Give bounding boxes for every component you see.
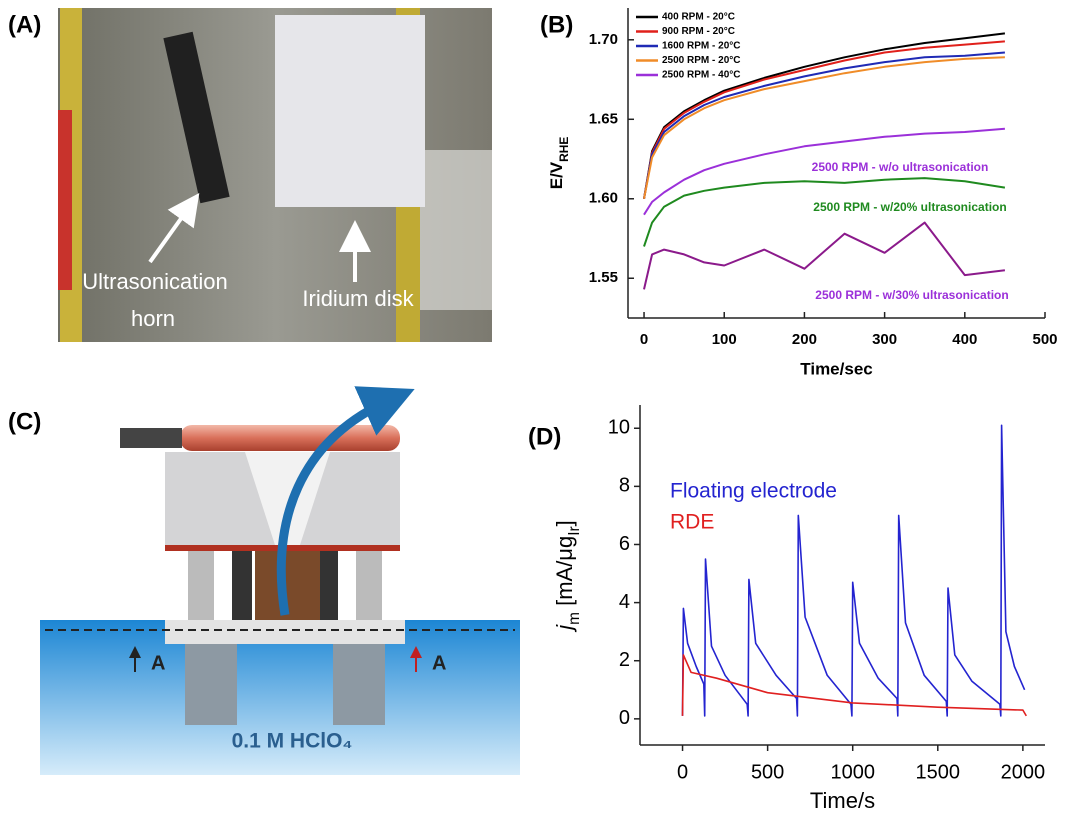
diagram-label: A [432, 652, 446, 674]
legend-label: 400 RPM - 20°C [662, 12, 735, 23]
x-tick-label: 200 [792, 331, 817, 348]
line-series [643, 177, 1006, 247]
y-tick-label: 0 [619, 707, 630, 729]
y-tick-label: 8 [619, 475, 630, 497]
x-tick-label: 1500 [916, 761, 961, 783]
line-series [681, 424, 1026, 717]
legend-label: 900 RPM - 20°C [662, 26, 735, 37]
line-series [643, 127, 1005, 216]
y-tick-label: 4 [619, 591, 630, 613]
y-axis-label-part: j [552, 624, 577, 633]
line-series [643, 56, 1005, 199]
panel-label: (C) [8, 408, 41, 435]
y-axis-label-part: E/V [547, 161, 566, 189]
y-axis-label-part: [mA/μg [552, 536, 577, 612]
photo-label: Ultrasonication [82, 269, 228, 294]
y-axis-label-part: Ir [566, 526, 583, 535]
legend-label: RDE [670, 511, 714, 534]
diagram: A A 0.1 M HClO₄ [40, 386, 520, 775]
legend-label: Floating electrode [670, 480, 837, 503]
y-tick-label: 1.60 [589, 190, 618, 207]
photo-label: horn [131, 306, 175, 331]
y-tick-label: 1.70 [589, 31, 618, 48]
annotation: 2500 RPM - w/20% ultrasonication [813, 200, 1006, 214]
y-tick-label: 10 [608, 417, 630, 439]
x-axis-label: Time/s [810, 788, 875, 813]
line-series [643, 32, 1006, 199]
line-series [643, 221, 1006, 290]
x-tick-label: 0 [677, 761, 688, 783]
line-series [681, 654, 1027, 717]
diagram-label: A [151, 652, 165, 674]
y-tick-label: 2 [619, 649, 630, 671]
x-tick-label: 100 [712, 331, 737, 348]
x-tick-label: 2000 [1001, 761, 1046, 783]
panel-label: (D) [528, 423, 561, 450]
line-series [643, 51, 1005, 199]
annotation: 2500 RPM - w/o ultrasonication [812, 160, 989, 174]
legend-label: 1600 RPM - 20°C [662, 41, 740, 52]
y-axis-label: E/VRHE [547, 137, 571, 190]
y-axis-label-part: RHE [557, 137, 571, 162]
x-tick-label: 1000 [830, 761, 875, 783]
y-axis-label: jm [mA/μgIr] [552, 520, 583, 633]
y-tick-label: 1.55 [589, 269, 618, 286]
diagram-label: 0.1 M HClO₄ [232, 730, 353, 753]
panel-label: (A) [8, 11, 41, 38]
photo: Ultrasonication horn Iridium disk [58, 8, 492, 342]
x-tick-label: 500 [751, 761, 784, 783]
x-tick-label: 300 [872, 331, 897, 348]
x-tick-label: 0 [640, 331, 648, 348]
x-tick-label: 400 [952, 331, 977, 348]
y-axis-label-part: ] [552, 520, 577, 526]
y-tick-label: 1.65 [589, 110, 618, 127]
x-axis-label: Time/sec [800, 359, 872, 378]
annotation: 2500 RPM - w/30% ultrasonication [815, 288, 1008, 302]
legend-label: 2500 RPM - 40°C [662, 70, 740, 81]
line-series [643, 40, 1005, 199]
y-axis-label-part: m [566, 612, 583, 625]
legend-label: 2500 RPM - 20°C [662, 55, 740, 66]
x-tick-label: 500 [1032, 331, 1057, 348]
y-tick-label: 6 [619, 533, 630, 555]
panel-label: (B) [540, 11, 573, 38]
photo-label: Iridium disk [302, 286, 414, 311]
